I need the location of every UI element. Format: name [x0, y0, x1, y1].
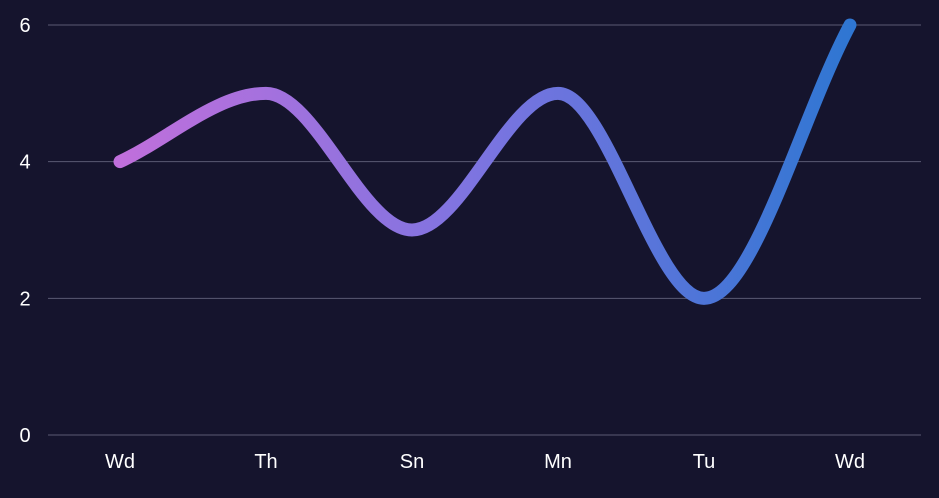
x-axis-ticks: Wd Th Sn Mn Tu Wd	[105, 451, 865, 473]
x-tick-label: Sn	[400, 451, 424, 473]
y-tick-label: 6	[19, 15, 30, 37]
y-tick-label: 4	[19, 152, 30, 174]
y-axis-ticks: 0 2 4 6	[19, 15, 30, 447]
x-tick-label: Th	[254, 451, 277, 473]
x-tick-label: Wd	[105, 451, 135, 473]
series-line	[113, 18, 857, 305]
x-tick-label: Tu	[693, 451, 716, 473]
x-tick-label: Mn	[544, 451, 572, 473]
x-tick-label: Wd	[835, 451, 865, 473]
y-tick-label: 2	[19, 288, 30, 310]
y-tick-label: 0	[19, 425, 30, 447]
grid-layer	[48, 24, 921, 436]
